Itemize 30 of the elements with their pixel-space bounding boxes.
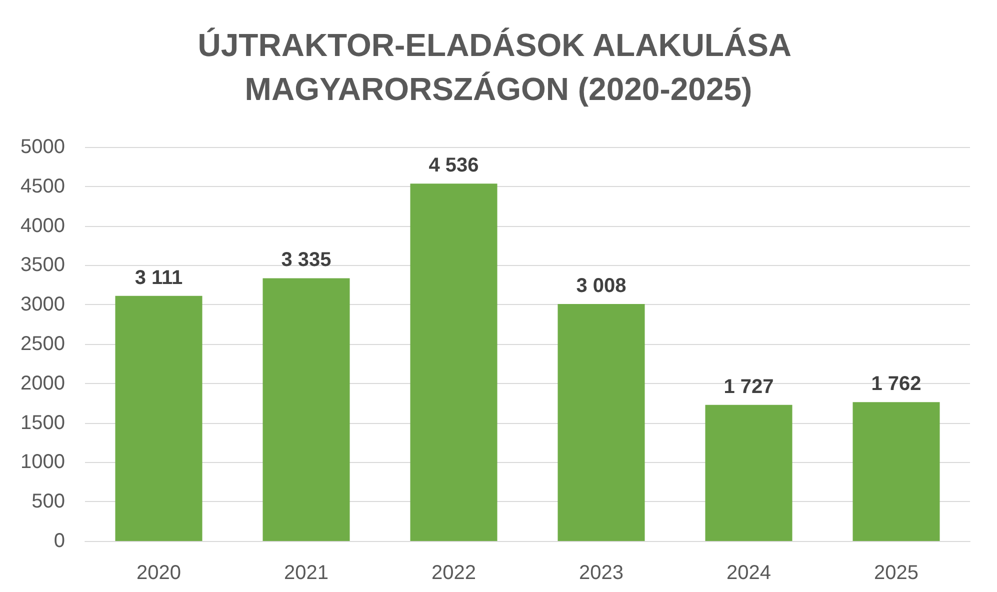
y-tick-label: 0 <box>54 530 65 552</box>
y-tick-label: 3500 <box>20 254 65 276</box>
y-tick-label: 500 <box>32 490 65 513</box>
data-label: 1 762 <box>871 373 922 396</box>
x-tick-label: 2023 <box>579 562 624 584</box>
bar <box>262 278 350 541</box>
data-label: 3 111 <box>134 266 183 289</box>
y-tick-label: 1000 <box>20 451 65 474</box>
x-tick-label: 2020 <box>136 562 181 584</box>
x-tick-label: 2021 <box>284 562 328 584</box>
y-tick-label: 3000 <box>20 294 65 316</box>
bar <box>410 184 498 541</box>
y-tick-label: 1500 <box>20 412 65 434</box>
data-label: 4 536 <box>428 154 479 177</box>
bar <box>705 404 792 541</box>
chart-title: ÚJTRAKTOR-ELADÁSOK ALAKULÁSA MAGYARORSZÁGON (2020-2025) <box>198 27 800 107</box>
y-tick-label: 2500 <box>20 333 65 355</box>
bar <box>558 304 645 541</box>
data-label: 1 727 <box>724 376 774 398</box>
y-tick-label: 2000 <box>20 372 65 394</box>
y-tick-label: 4000 <box>20 214 65 237</box>
data-label: 3 008 <box>576 274 626 297</box>
x-tick-label: 2022 <box>432 562 476 584</box>
y-tick-label: 5000 <box>20 136 65 158</box>
bar <box>115 296 202 541</box>
bar <box>852 402 940 541</box>
y-tick-label: 4500 <box>20 175 65 198</box>
data-label: 3 335 <box>281 249 332 272</box>
x-tick-label: 2025 <box>874 562 918 584</box>
x-tick-label: 2024 <box>726 562 771 584</box>
